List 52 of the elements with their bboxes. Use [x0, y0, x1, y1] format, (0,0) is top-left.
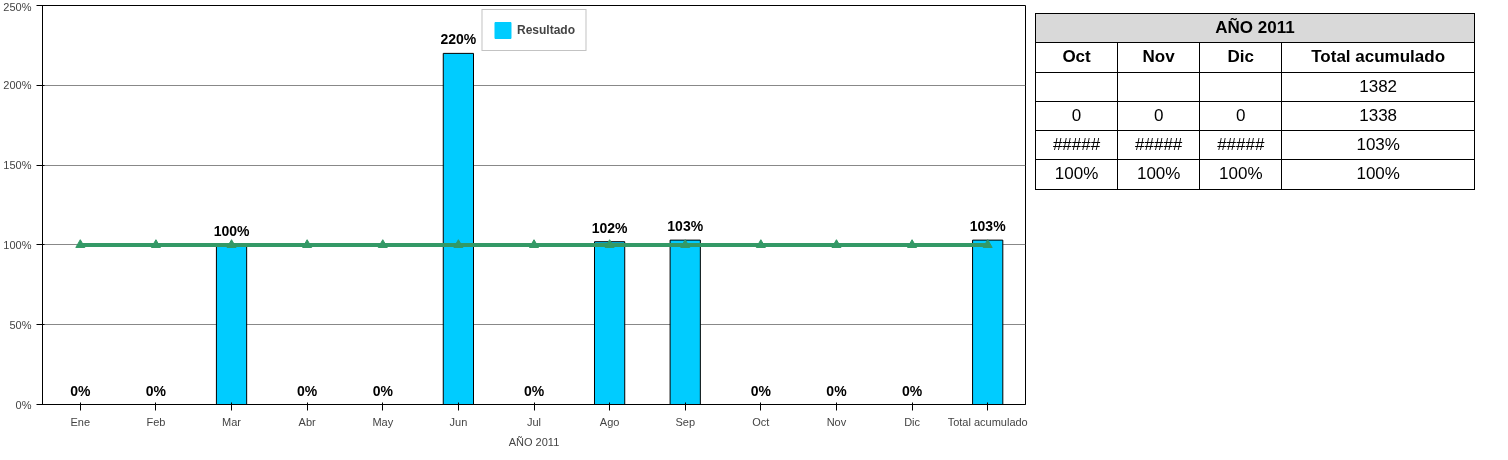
text: 0: [1153, 105, 1164, 125]
y-tick-label: 50%: [9, 318, 32, 331]
data-label: 0%: [750, 382, 772, 399]
text: #####: [1052, 135, 1101, 155]
data-label: 0%: [901, 382, 923, 399]
text: 0: [1071, 105, 1082, 125]
text: 1338: [1359, 105, 1398, 125]
category-label: Oct: [1035, 42, 1118, 73]
x-tick-label: Jul: [526, 415, 542, 428]
text: 100%: [1219, 164, 1263, 184]
y-tick-label: 250%: [3, 0, 32, 13]
y-tick-label: 100%: [3, 238, 32, 251]
text: #####: [1217, 135, 1265, 155]
data-label: 102%: [591, 219, 629, 236]
data-label: 220%: [440, 31, 477, 48]
text: 103%: [1356, 135, 1400, 155]
category-label: Nov: [1117, 42, 1200, 73]
text: 100%: [1356, 164, 1400, 184]
legend-label: Resultado: [516, 23, 576, 37]
text: #####: [1135, 135, 1183, 155]
text: 100%: [1054, 164, 1099, 184]
x-tick-label: Sep: [675, 415, 696, 428]
x-tick-label: Jun: [449, 415, 468, 428]
y-tick-label: 0%: [15, 398, 32, 411]
x-tick-label: Ene: [70, 415, 91, 428]
x-tick-label: Abr: [298, 415, 317, 428]
text: 100%: [1136, 164, 1181, 184]
data-label: 103%: [969, 218, 1007, 235]
data-label: 103%: [667, 218, 704, 235]
y-tick-label: 150%: [3, 159, 32, 172]
x-tick-label: Oct: [752, 415, 770, 428]
data-label: 0%: [297, 382, 318, 399]
data-label: 0%: [70, 382, 91, 399]
x-tick-label: Feb: [146, 415, 166, 428]
x-tick-label: May: [372, 415, 394, 428]
data-label: 0%: [145, 382, 167, 399]
data-label: 100%: [213, 222, 250, 239]
x-tick-label: Mar: [222, 415, 242, 428]
text: AÑO 2011: [1035, 13, 1475, 43]
y-tick-label: 200%: [3, 79, 32, 92]
data-label: 0%: [523, 382, 545, 399]
data-label: 0%: [826, 382, 848, 399]
text: 1382: [1359, 76, 1398, 96]
category-label: Total acumulado: [1281, 42, 1475, 73]
category-label: Dic: [1199, 42, 1282, 73]
data-label: 0%: [372, 382, 394, 399]
text: 0: [1236, 105, 1246, 125]
x-tick-label: Ago: [599, 415, 620, 428]
x-axis-title: AÑO 2011: [508, 435, 560, 448]
x-tick-label: Total acumulado: [947, 415, 1028, 428]
x-tick-label: Dic: [904, 415, 921, 428]
x-tick-label: Nov: [826, 415, 847, 428]
